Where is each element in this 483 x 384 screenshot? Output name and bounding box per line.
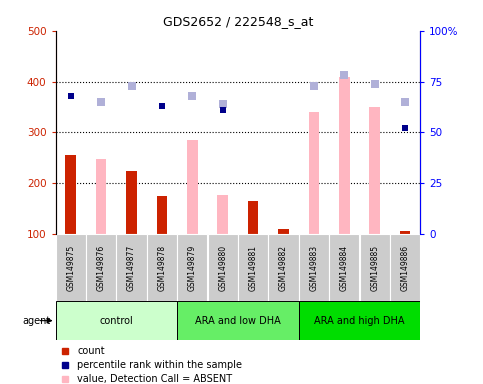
Bar: [217, 195, 228, 234]
Bar: [147, 234, 177, 301]
Text: GSM149886: GSM149886: [400, 245, 410, 291]
Bar: [390, 234, 420, 301]
Text: GSM149881: GSM149881: [249, 245, 257, 291]
Bar: [299, 301, 420, 340]
Bar: [116, 234, 146, 301]
Text: GSM149880: GSM149880: [218, 245, 227, 291]
Text: GSM149877: GSM149877: [127, 245, 136, 291]
Bar: [96, 159, 106, 234]
Text: GSM149879: GSM149879: [188, 245, 197, 291]
Bar: [329, 234, 359, 301]
Bar: [187, 140, 198, 234]
Bar: [56, 301, 177, 340]
Text: ARA and low DHA: ARA and low DHA: [195, 316, 281, 326]
Bar: [177, 301, 298, 340]
Bar: [65, 156, 76, 234]
Text: GSM149876: GSM149876: [97, 245, 106, 291]
Bar: [269, 234, 298, 301]
Text: ARA and high DHA: ARA and high DHA: [314, 316, 405, 326]
Bar: [359, 234, 390, 301]
Text: agent: agent: [23, 316, 51, 326]
Bar: [156, 196, 167, 234]
Bar: [177, 234, 207, 301]
Text: GSM149878: GSM149878: [157, 245, 167, 291]
Bar: [278, 229, 289, 234]
Text: percentile rank within the sample: percentile rank within the sample: [77, 360, 242, 370]
Text: count: count: [77, 346, 105, 356]
Text: GSM149875: GSM149875: [66, 245, 75, 291]
Text: GSM149885: GSM149885: [370, 245, 379, 291]
Bar: [339, 76, 350, 234]
Bar: [369, 107, 380, 234]
Text: GSM149884: GSM149884: [340, 245, 349, 291]
Text: value, Detection Call = ABSENT: value, Detection Call = ABSENT: [77, 374, 232, 384]
Bar: [400, 231, 411, 234]
Bar: [56, 234, 86, 301]
Bar: [299, 234, 329, 301]
Bar: [248, 201, 258, 234]
Title: GDS2652 / 222548_s_at: GDS2652 / 222548_s_at: [163, 15, 313, 28]
Text: GSM149882: GSM149882: [279, 245, 288, 291]
Bar: [238, 234, 268, 301]
Bar: [309, 112, 319, 234]
Text: control: control: [99, 316, 133, 326]
Bar: [126, 170, 137, 234]
Bar: [208, 234, 238, 301]
Text: GSM149883: GSM149883: [309, 245, 318, 291]
Bar: [86, 234, 116, 301]
